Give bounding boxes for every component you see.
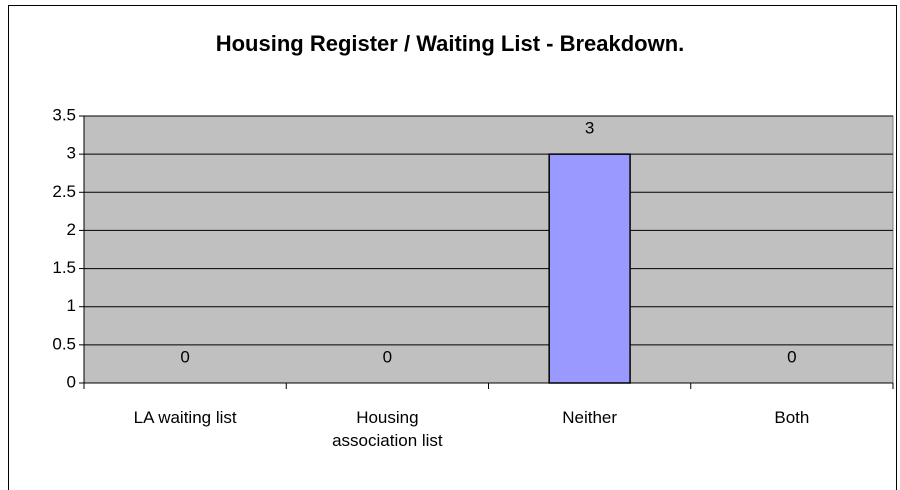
y-tick-label: 0 xyxy=(67,372,76,391)
y-tick-label: 2 xyxy=(67,220,76,239)
y-tick-label: 3.5 xyxy=(52,105,76,124)
data-label: 0 xyxy=(383,347,392,366)
y-tick-label: 2.5 xyxy=(52,182,76,201)
data-label: 0 xyxy=(787,347,796,366)
bar xyxy=(548,153,631,384)
y-tick-label: 3 xyxy=(67,144,76,163)
y-tick-label: 1 xyxy=(67,296,76,315)
y-tick-label: 1.5 xyxy=(52,258,76,277)
plot-area xyxy=(83,115,894,384)
data-label: 0 xyxy=(180,347,189,366)
x-tick-label: Housing association list xyxy=(332,408,443,450)
x-tick-label: Both xyxy=(774,408,810,427)
x-tick-label: LA waiting list xyxy=(133,408,237,427)
chart-title: Housing Register / Waiting List - Breakd… xyxy=(216,31,685,56)
y-tick-label: 0.5 xyxy=(52,334,76,353)
data-label: 3 xyxy=(585,119,594,138)
x-tick-label: Neither xyxy=(562,408,618,427)
